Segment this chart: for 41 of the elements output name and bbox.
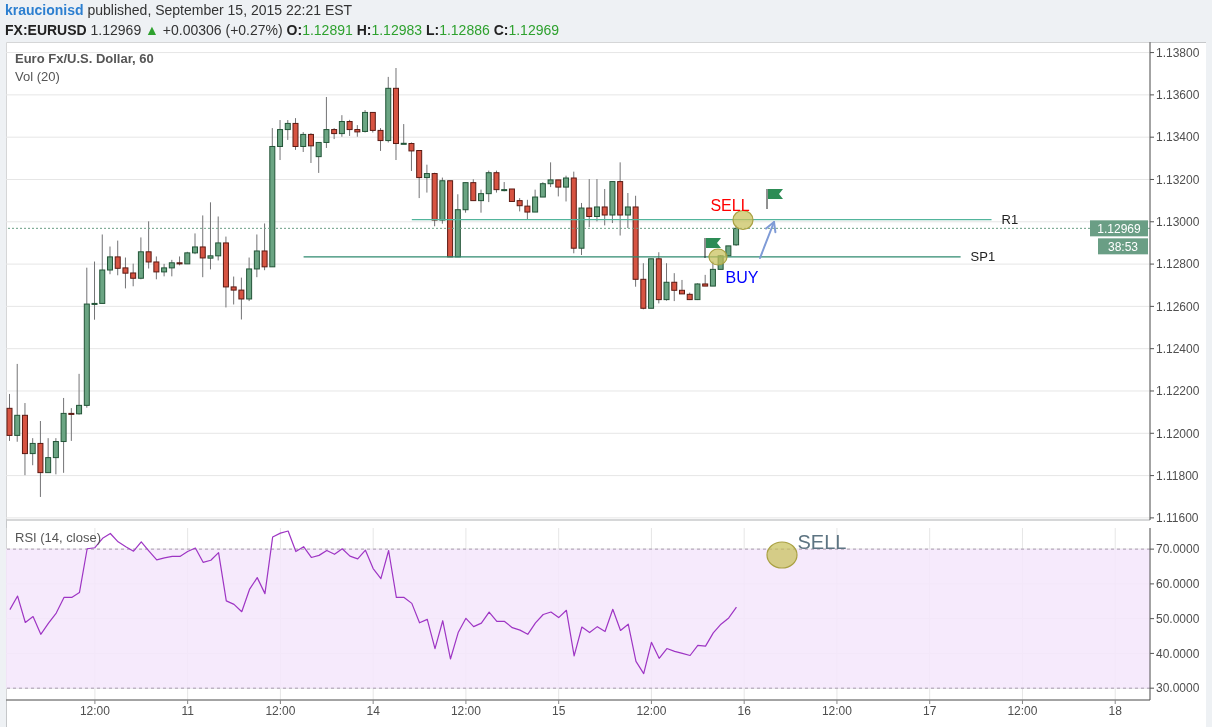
x-tick-label: 18 [1108,703,1123,718]
x-tick-label: 17 [923,703,937,718]
y-tick-label: 50.0000 [1156,611,1200,626]
y-tick-label: 1.12000 [1156,426,1200,441]
y-tick-label: 60.0000 [1156,577,1200,592]
y-tick-label: 1.13800 [1156,45,1200,60]
x-tick-label: 12:00 [265,703,296,718]
y-tick-label: 1.12400 [1156,341,1200,356]
text: Euro Fx/U.S. Dollar, 60 [15,51,154,67]
y-tick-label: 1.12200 [1156,384,1200,399]
text: RSI (14, close) [15,530,101,546]
y-tick-label: 1.13200 [1156,172,1200,187]
y-tick-label: 1.13400 [1156,130,1200,145]
ref-line-label: 1.12969 [1097,221,1142,236]
x-tick-label: 12:00 [450,703,482,718]
text: kraucionisd published, September 15, 2015 22:21 EST [5,2,353,18]
x-tick-label: 14 [366,703,381,718]
y-tick-label: 1.12800 [1156,257,1200,272]
y-tick-label: 1.13600 [1156,88,1200,103]
x-tick-label: 12:00 [636,703,667,718]
y-tick-label: 70.0000 [1156,542,1200,557]
x-tick-label: 11 [181,703,195,718]
x-tick-label: 12:00 [1007,703,1038,718]
y-tick-label: 1.11600 [1156,511,1199,526]
x-tick-label: 12:00 [821,703,853,718]
annotation: Vol (20) [15,69,60,85]
y-tick-label: 40.0000 [1156,646,1200,661]
x-tick-label: 15 [552,703,566,718]
annotation: BUY [725,268,759,286]
y-tick-label: 1.12600 [1156,299,1200,314]
y-tick-label: 30.0000 [1156,681,1200,696]
annotation: SELL [710,196,750,214]
text: FX:EURUSD 1.12969 ▲ +0.00306 (+0.27%) O:1.12891 H:1.12983 L:1.12886 C:1.12969 [5,22,560,38]
y-tick-label: 1.11800 [1156,468,1199,483]
annotation: 38:53 [1107,239,1139,254]
y-tick-label: 1.13000 [1156,215,1200,230]
series-label: SP1 [970,249,996,265]
x-tick-label: 16 [737,703,752,718]
annotation: SELL [797,531,847,553]
x-tick-label: 12:00 [79,703,111,718]
series-label: R1 [1001,212,1019,228]
